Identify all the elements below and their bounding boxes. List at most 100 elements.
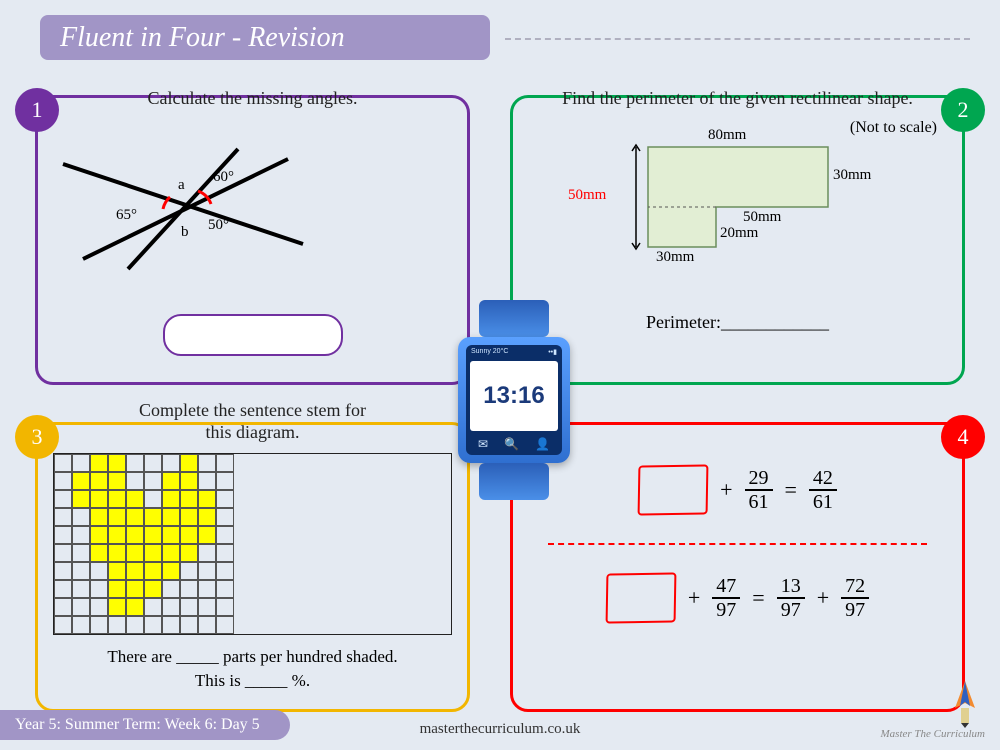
grid-cell [162,490,180,508]
grid-cell [72,454,90,472]
dim-right-lower: 50mm [743,209,781,226]
panel-1-badge: 1 [15,88,59,132]
eq1-frac1: 2961 [745,467,773,513]
grid-cell [54,472,72,490]
grid-cell [72,490,90,508]
grid-cell [90,490,108,508]
dim-right-upper: 30mm [833,167,871,184]
eq2-blank[interactable] [605,572,676,623]
grid-cell [162,526,180,544]
panel-1: Calculate the missing angles. a b 60° 65… [35,95,470,385]
grid-cell [90,598,108,616]
grid-cell [126,544,144,562]
panel-2: Find the perimeter of the given rectilin… [510,95,965,385]
grid-cell [54,454,72,472]
watch-screen: Sunny 20°C ••▮ 13:16 ✉ 🔍 👤 [466,345,562,455]
grid-cell [108,490,126,508]
grid-cell [108,562,126,580]
footer-url: masterthecurriculum.co.uk [0,721,1000,738]
grid-cell [216,598,234,616]
grid-cell [216,454,234,472]
grid-cell [90,544,108,562]
svg-text:65°: 65° [116,207,137,223]
grid-cell [108,454,126,472]
grid-cell [108,580,126,598]
grid-cell [180,508,198,526]
grid-cell [162,562,180,580]
grid-cell [162,472,180,490]
grid-cell [72,562,90,580]
mail-icon: ✉ [478,437,488,451]
eq1-blank[interactable] [638,464,709,515]
grid-cell [198,454,216,472]
grid-cell [180,454,198,472]
search-icon: 🔍 [504,437,519,451]
grid-cell [180,544,198,562]
equation-1: + 2961 = 4261 [528,465,947,515]
grid-cell [54,616,72,634]
smartwatch: Sunny 20°C ••▮ 13:16 ✉ 🔍 👤 [454,300,574,500]
grid-cell [90,454,108,472]
grid-cell [216,562,234,580]
grid-cell [144,472,162,490]
panel-4-badge: 4 [941,415,985,459]
panel-2-badge: 2 [941,88,985,132]
grid-cell [180,580,198,598]
svg-text:50°: 50° [208,217,229,233]
grid-cell [144,544,162,562]
watch-time: 13:16 [470,361,558,431]
svg-text:60°: 60° [213,169,234,185]
grid-cell [72,544,90,562]
grid-cell [198,526,216,544]
grid-cell [144,526,162,544]
grid-cell [144,490,162,508]
grid-cell [72,616,90,634]
panel-3-badge: 3 [15,415,59,459]
grid-cell [198,544,216,562]
grid-cell [162,544,180,562]
grid-cell [162,598,180,616]
grid-cell [144,508,162,526]
svg-text:a: a [178,177,185,193]
grid-cell [180,526,198,544]
panel-1-answer-box[interactable] [163,314,343,356]
user-icon: 👤 [535,437,550,451]
grid-cell [72,472,90,490]
grid-cell [54,598,72,616]
grid-cell [180,472,198,490]
grid-cell [90,580,108,598]
panel-3-stem-2: This is _____ %. [53,671,452,691]
eq2-frac3: 7297 [841,575,869,621]
dim-left: 50mm [568,187,606,204]
svg-text:b: b [181,224,189,240]
grid-cell [144,580,162,598]
grid-cell [108,598,126,616]
grid-cell [126,580,144,598]
grid-cell [216,490,234,508]
grid-cell [54,508,72,526]
brand-mark: Master The Curriculum [881,678,986,740]
grid-cell [126,526,144,544]
grid-cell [126,490,144,508]
grid-cell [180,598,198,616]
grid-cell [144,562,162,580]
grid-cell [54,562,72,580]
grid-cell [54,490,72,508]
grid-cell [180,562,198,580]
dim-top: 80mm [708,127,746,144]
watch-strap-bottom [479,463,549,500]
eq2-frac1: 4797 [712,575,740,621]
grid-cell [180,616,198,634]
grid-cell [90,526,108,544]
grid-cell [108,508,126,526]
grid-cell [90,562,108,580]
grid-cell [90,472,108,490]
title-dashed-line [505,38,970,40]
grid-cell [144,616,162,634]
panel-4-divider [548,543,927,545]
grid-cell [72,598,90,616]
grid-cell [216,526,234,544]
grid-cell [54,526,72,544]
grid-cell [198,472,216,490]
angle-diagram: a b 60° 65° 50° [53,129,313,289]
